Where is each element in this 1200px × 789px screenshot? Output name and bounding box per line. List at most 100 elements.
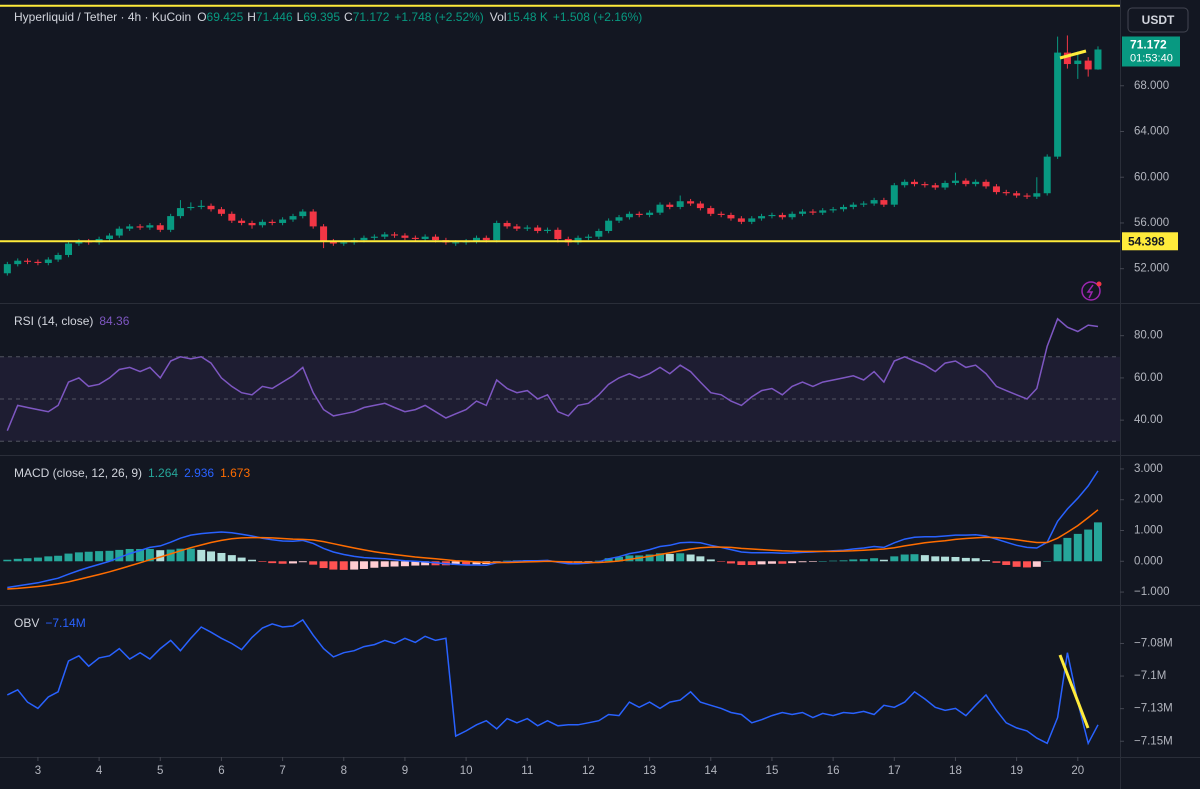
histogram-bar	[615, 556, 624, 562]
histogram-bar	[268, 561, 277, 564]
candle-body	[65, 243, 73, 255]
legend-value: 1.673	[220, 466, 250, 480]
histogram-bar	[105, 550, 114, 562]
y-tick-label: 0.000	[1134, 555, 1163, 567]
histogram-bar	[798, 561, 807, 563]
x-tick-label: 7	[279, 765, 285, 777]
candle-body	[554, 229, 562, 239]
legend-price: Hyperliquid / Tether · 4h · KuCoin O69.42…	[14, 10, 642, 24]
y-tick-label: −1.000	[1134, 586, 1170, 598]
histogram-bar	[717, 561, 726, 562]
histogram-bar	[870, 558, 879, 562]
candle-body	[156, 225, 164, 230]
candle-body	[360, 237, 368, 241]
histogram-bar	[3, 559, 12, 562]
button-frame[interactable]	[1127, 7, 1189, 33]
histogram-bar	[625, 555, 634, 562]
histogram-bar	[339, 561, 348, 570]
histogram-bar	[879, 559, 888, 562]
indicator-line	[7, 509, 1099, 590]
candle-body	[503, 222, 511, 227]
currency[interactable]: USDT	[1142, 13, 1175, 27]
legend-value: 1.264	[148, 466, 178, 480]
histogram-bar	[217, 552, 226, 562]
candle-body	[248, 222, 256, 226]
histogram-bar	[136, 548, 145, 562]
candle-body	[3, 264, 11, 274]
candle-body	[432, 236, 440, 241]
y-tick-label: 80.00	[1134, 330, 1163, 342]
histogram-bar	[451, 561, 460, 565]
candle-body	[289, 216, 297, 220]
histogram-bar	[95, 551, 104, 562]
y-tick-label: 60.00	[1134, 372, 1163, 384]
legend-value: 84.36	[99, 314, 129, 328]
candle-body	[819, 210, 827, 213]
candle-body	[1054, 52, 1062, 157]
trendline	[1058, 654, 1090, 729]
change: +1.748 (+2.52%)	[394, 10, 483, 24]
histogram-bar	[971, 558, 980, 562]
candle-body	[452, 242, 460, 244]
x-tick-label: 12	[582, 765, 595, 777]
histogram-bar	[23, 558, 32, 562]
y-tick-label: 2.000	[1134, 494, 1163, 506]
candle-body	[279, 219, 287, 223]
histogram-bar	[778, 561, 787, 564]
histogram-bar	[54, 555, 63, 562]
x-tick-label: 5	[157, 765, 163, 777]
icon-dot[interactable]	[1096, 281, 1102, 287]
currency-button[interactable]: USDT	[1127, 7, 1189, 33]
candle-body	[146, 225, 154, 228]
candle-body	[54, 254, 62, 260]
candle-body	[901, 181, 909, 186]
candle-body	[34, 261, 42, 263]
x-tick-label: 20	[1071, 765, 1084, 777]
histogram-bar	[1012, 561, 1021, 567]
candle-body	[1033, 193, 1041, 197]
candle-body	[910, 181, 918, 185]
candle-body	[105, 235, 113, 239]
histogram-bar	[890, 556, 899, 562]
histogram-bar	[309, 561, 318, 565]
y-tick-label: 3.000	[1134, 463, 1163, 475]
legend: OBV −7.14M	[14, 616, 86, 630]
icon-ring[interactable]	[1081, 281, 1101, 301]
indicator-title: MACD (close, 12, 26, 9)	[14, 466, 142, 480]
candle-body	[921, 184, 929, 186]
candle-body	[788, 213, 796, 218]
candle-body	[962, 180, 970, 185]
icon-bolt[interactable]	[1086, 284, 1094, 299]
candle-body	[115, 228, 123, 236]
candle-body	[238, 220, 246, 223]
candle-body	[1013, 193, 1021, 196]
histogram-bar	[156, 550, 165, 562]
value: 71.446	[256, 10, 293, 24]
histogram-bar	[207, 551, 216, 562]
y-tick-label: 1.000	[1134, 525, 1163, 537]
x-tick-label: 18	[949, 765, 962, 777]
indicator-line	[6, 317, 1099, 431]
candle-body	[972, 181, 980, 185]
histogram-bar	[380, 561, 389, 567]
histogram-bar	[166, 549, 175, 562]
histogram-bar	[1084, 529, 1093, 562]
alert-icon[interactable]	[1081, 281, 1102, 301]
candle-body	[14, 260, 22, 265]
histogram-bar	[84, 551, 93, 562]
candle-body	[421, 236, 429, 239]
histogram-bar	[33, 557, 42, 562]
histogram-bar	[258, 561, 267, 562]
last-price-box	[1122, 36, 1180, 67]
histogram-bar	[44, 556, 53, 562]
y-tick-label: −7.13M	[1134, 703, 1173, 715]
price-label: 54.398	[1128, 234, 1165, 248]
symbol: Hyperliquid / Tether · 4h · KuCoin	[14, 10, 191, 24]
histogram-bar	[421, 561, 430, 566]
legend-value: −7.14M	[45, 616, 85, 630]
x-tick-label: 15	[766, 765, 779, 777]
histogram-bar	[849, 559, 858, 562]
histogram-bar	[829, 560, 838, 562]
candle-body	[982, 181, 990, 187]
key: L	[297, 10, 304, 24]
